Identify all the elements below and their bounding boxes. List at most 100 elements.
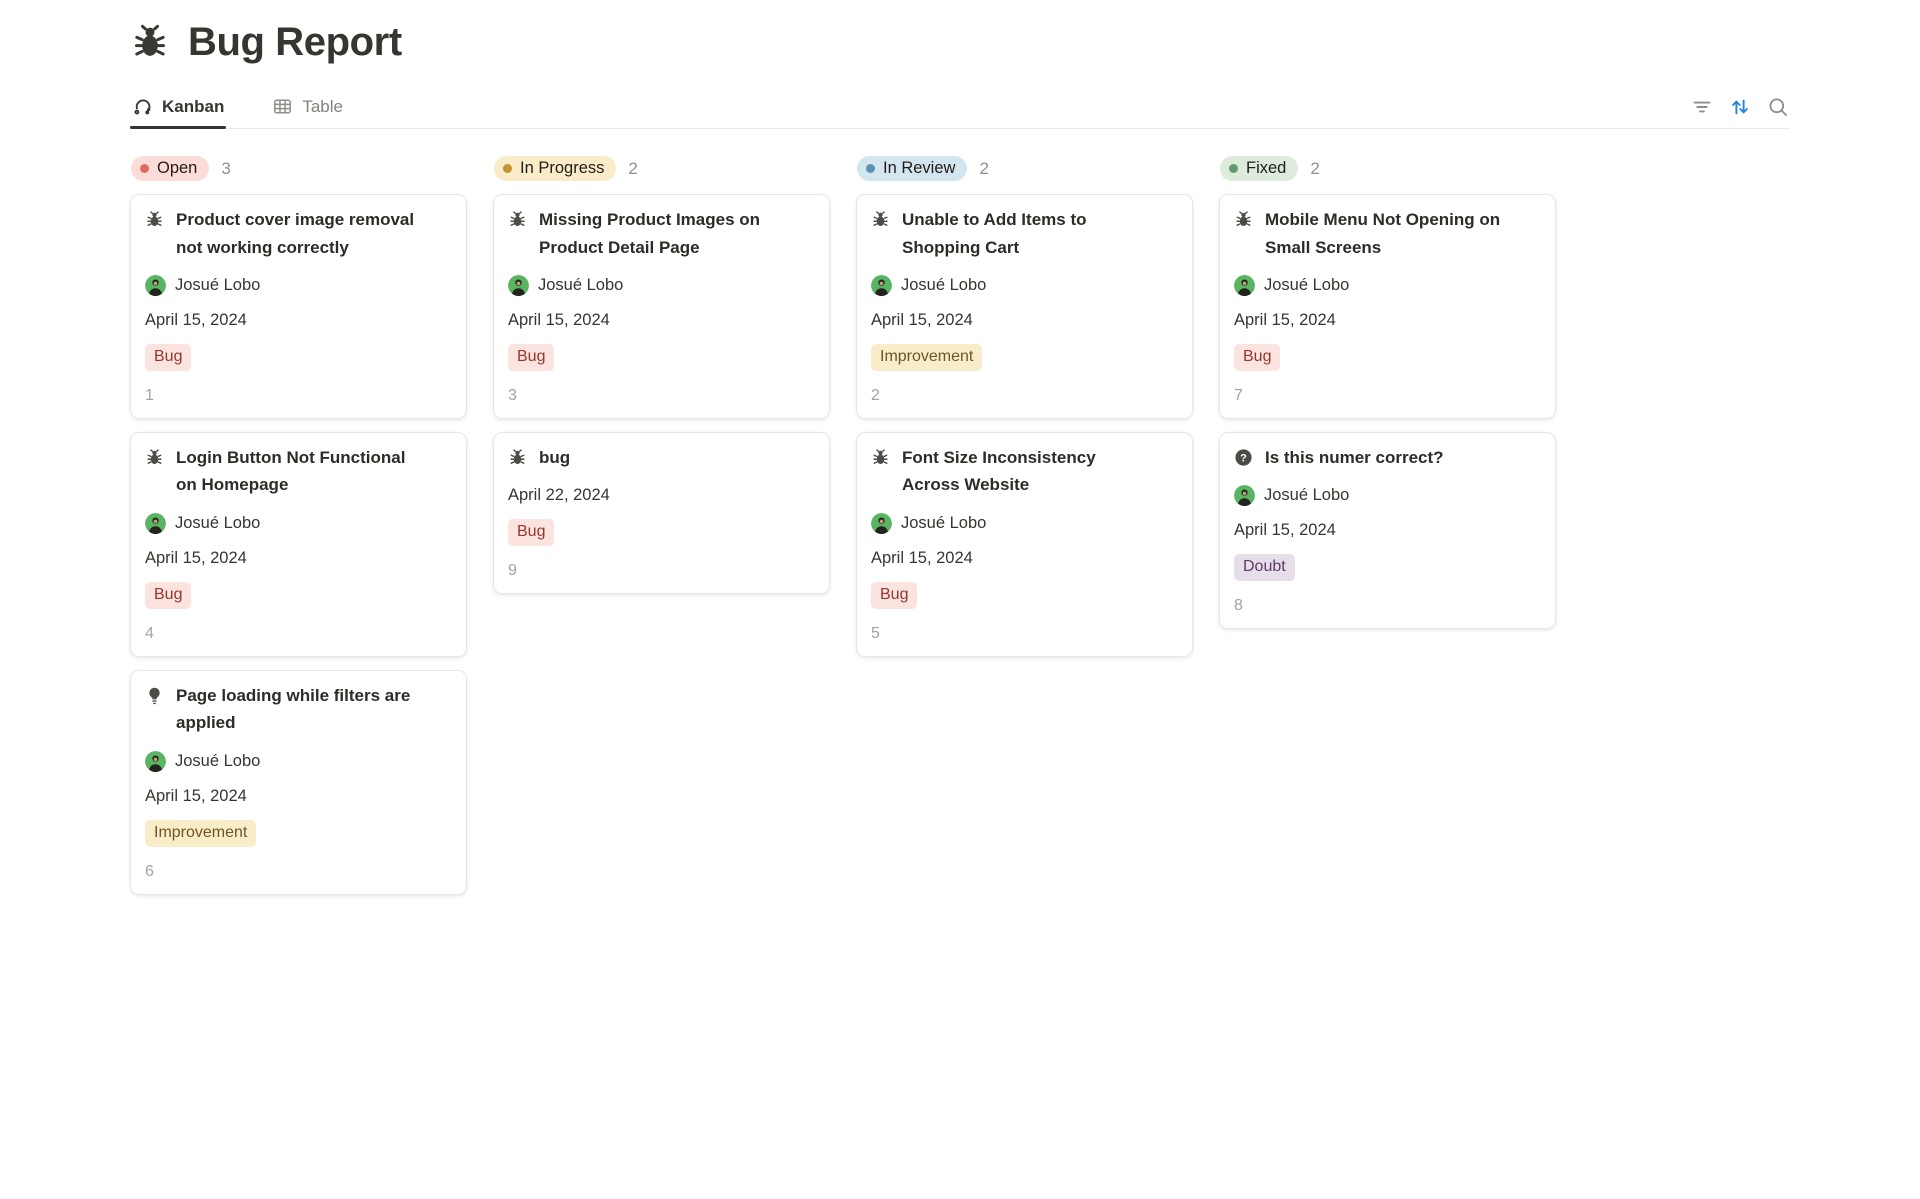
tag-bug: Bug	[871, 581, 918, 609]
tag-improvement: Improvement	[145, 819, 257, 847]
view-toolbar	[1690, 95, 1790, 128]
tag-bug: Bug	[508, 519, 555, 547]
status-dot	[1229, 164, 1238, 173]
view-tabs: Kanban Table	[130, 88, 345, 129]
assignee-row: Josué Lobo	[145, 750, 452, 772]
card[interactable]: bug April 22, 2024 Bug 9	[493, 431, 830, 595]
tab-table[interactable]: Table	[270, 88, 345, 128]
card[interactable]: Login Button Not Functional on Homepage J…	[130, 431, 467, 657]
card[interactable]: Missing Product Images on Product Detail…	[493, 194, 830, 419]
search-icon[interactable]	[1766, 95, 1790, 119]
card-date: April 15, 2024	[145, 311, 247, 330]
column-header: Fixed 2	[1220, 155, 1556, 182]
column-header: Open 3	[131, 155, 467, 182]
avatar	[871, 512, 892, 534]
card-tag-row: Bug	[145, 344, 452, 371]
status-pill-in-progress[interactable]: In Progress	[494, 156, 617, 181]
bug-icon	[145, 210, 164, 229]
card-title: Login Button Not Functional on Homepage	[176, 447, 406, 495]
status-label: In Review	[883, 159, 956, 177]
avatar	[1234, 485, 1255, 507]
card[interactable]: Product cover image removal not working …	[130, 194, 467, 419]
assignee-name: Josué Lobo	[175, 751, 261, 770]
status-label: In Progress	[520, 159, 605, 177]
avatar	[508, 275, 529, 297]
card-title-row: Missing Product Images on Product Detail…	[508, 206, 815, 261]
card-title-row: ? Is this numer correct?	[1234, 444, 1541, 472]
card-tag-row: Bug	[1234, 344, 1541, 371]
table-icon	[272, 96, 293, 117]
view-topbar: Kanban Table	[130, 88, 1790, 129]
card-title: Font Size Inconsistency Across Website	[902, 447, 1096, 495]
assignee-name: Josué Lobo	[901, 513, 987, 532]
assignee-row: Josué Lobo	[145, 512, 452, 534]
assignee-row: Josué Lobo	[508, 275, 815, 297]
card-tag-row: Bug	[508, 519, 815, 547]
card-title-row: Login Button Not Functional on Homepage	[145, 444, 452, 499]
status-dot	[866, 164, 875, 173]
card-date: April 15, 2024	[145, 786, 247, 805]
column-fixed: Fixed 2 Mobile Menu Not Opening on Small S…	[1219, 155, 1556, 642]
card-date: April 15, 2024	[871, 548, 973, 567]
bug-icon	[871, 448, 890, 467]
assignee-row: Josué Lobo	[1234, 485, 1541, 507]
card[interactable]: Mobile Menu Not Opening on Small Screens…	[1219, 194, 1556, 419]
column-in-review: In Review 2 Unable to Add Items to Shoppin…	[856, 155, 1193, 670]
status-pill-in-review[interactable]: In Review	[857, 156, 968, 181]
lightbulb-icon	[145, 686, 164, 705]
card-date: April 15, 2024	[871, 311, 973, 330]
card[interactable]: Unable to Add Items to Shopping Cart Josu…	[856, 194, 1193, 419]
column-header: In Review 2	[857, 155, 1193, 182]
column-count: 2	[1310, 158, 1320, 178]
card-number: 3	[508, 386, 517, 404]
assignee-name: Josué Lobo	[538, 276, 624, 295]
bug-icon	[1234, 210, 1253, 229]
bug-icon	[871, 210, 890, 229]
bug-icon	[508, 448, 527, 467]
page: Bug Report Kanban	[130, 20, 1920, 908]
filter-icon[interactable]	[1690, 95, 1714, 119]
card-tag-row: Improvement	[145, 819, 452, 847]
assignee-name: Josué Lobo	[1264, 486, 1350, 505]
tag-bug: Bug	[1234, 344, 1281, 371]
column-count: 3	[221, 158, 231, 178]
assignee-row: Josué Lobo	[145, 275, 452, 297]
card-title: Is this numer correct?	[1265, 447, 1444, 467]
bug-icon	[508, 210, 527, 229]
card-title-row: bug	[508, 444, 815, 472]
tag-doubt: Doubt	[1234, 554, 1295, 582]
card-tag-row: Bug	[145, 581, 452, 609]
tab-table-label: Table	[302, 96, 343, 116]
card[interactable]: Page loading while filters are applied Jo…	[130, 669, 467, 895]
avatar	[145, 750, 166, 772]
card-number: 1	[145, 386, 154, 404]
card-number: 4	[145, 624, 154, 642]
svg-text:?: ?	[1240, 452, 1247, 464]
card-title: bug	[539, 447, 571, 467]
card-title: Page loading while filters are applied	[176, 685, 411, 733]
card[interactable]: Font Size Inconsistency Across Website Jo…	[856, 431, 1193, 657]
tab-kanban[interactable]: Kanban	[130, 88, 227, 129]
card-tag-row: Bug	[871, 581, 1178, 609]
avatar	[145, 275, 166, 297]
card-title-row: Product cover image removal not working …	[145, 206, 452, 261]
sort-arrows-icon[interactable]	[1728, 95, 1752, 119]
status-pill-open[interactable]: Open	[131, 156, 210, 181]
card-title: Unable to Add Items to Shopping Cart	[902, 210, 1087, 257]
bug-icon	[130, 22, 170, 62]
card-tag-row: Improvement	[871, 344, 1178, 371]
card-title: Missing Product Images on Product Detail…	[539, 210, 761, 257]
avatar	[145, 512, 166, 534]
card-date: April 22, 2024	[508, 486, 610, 505]
column-in-progress: In Progress 2 Missing Product Images on Pr…	[493, 155, 830, 607]
status-pill-fixed[interactable]: Fixed	[1220, 156, 1299, 181]
tag-improvement: Improvement	[871, 344, 983, 371]
status-dot	[503, 164, 512, 173]
card-title-row: Page loading while filters are applied	[145, 682, 452, 737]
card[interactable]: ? Is this numer correct? Josué Lobo April 1…	[1219, 431, 1556, 630]
card-number: 2	[871, 386, 880, 404]
card-number: 8	[1234, 597, 1243, 615]
kanban-board: Open 3 Product cover image removal not wor…	[130, 155, 1920, 908]
card-title-row: Mobile Menu Not Opening on Small Screens	[1234, 206, 1541, 261]
card-tag-row: Bug	[508, 344, 815, 371]
